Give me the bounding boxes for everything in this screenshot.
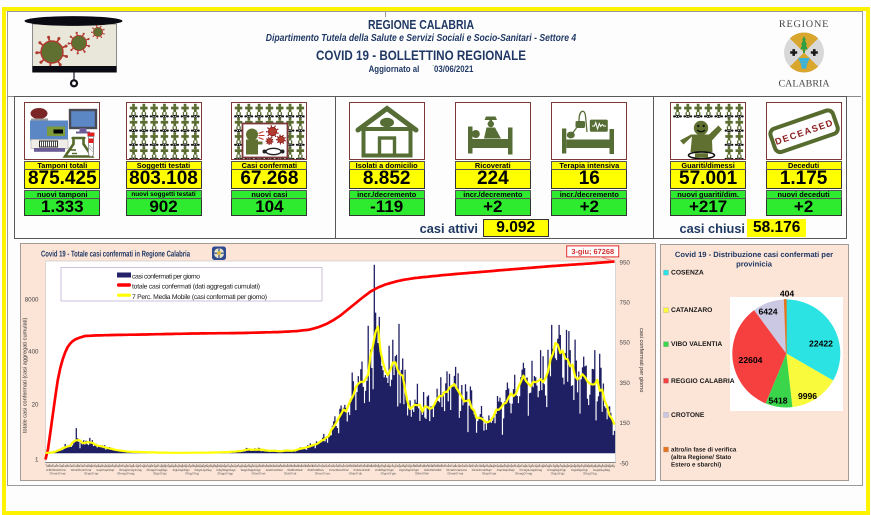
svg-text:8000: 8000 xyxy=(25,296,39,303)
svg-text:750: 750 xyxy=(620,299,631,306)
svg-text:Covid 19 - Distribuzione casi: Covid 19 - Distribuzione casi confermati… xyxy=(675,250,833,259)
svg-text:20: 20 xyxy=(32,402,39,409)
svg-text:400: 400 xyxy=(28,348,39,355)
svg-text:-50: -50 xyxy=(620,460,630,467)
svg-text:totale casi confermati (casi a: totale casi confermati (casi aggregati c… xyxy=(22,318,29,433)
svg-text:REGIONE: REGIONE xyxy=(779,19,829,30)
svg-text:5418: 5418 xyxy=(768,396,787,406)
svg-text:casi confermati per giorno: casi confermati per giorno xyxy=(638,328,645,392)
svg-text:CATANZARO: CATANZARO xyxy=(671,307,712,314)
svg-text:Estero e sbarchi): Estero e sbarchi) xyxy=(671,462,721,469)
svg-text:9996: 9996 xyxy=(798,391,817,401)
svg-text:Covid 19 - Totale casi conferm: Covid 19 - Totale casi confermati in Reg… xyxy=(41,249,190,259)
svg-text:(altra Regione/ Stato: (altra Regione/ Stato xyxy=(671,454,731,461)
svg-text:150: 150 xyxy=(620,420,631,427)
svg-text:950: 950 xyxy=(620,259,631,266)
svg-text:7 Perc. Media Mobile (casi con: 7 Perc. Media Mobile (casi confermati pe… xyxy=(132,294,267,301)
svg-text:22604: 22604 xyxy=(739,355,763,365)
svg-text:REGGIO CALABRIA: REGGIO CALABRIA xyxy=(671,378,735,385)
svg-text:provinicia: provinicia xyxy=(736,260,773,269)
svg-text:totale casi confermati (dati a: totale casi confermati (dati aggregati c… xyxy=(132,284,260,291)
svg-text:COSENZA: COSENZA xyxy=(671,270,704,277)
svg-text:6424: 6424 xyxy=(758,307,777,317)
svg-text:VIBO VALENTIA: VIBO VALENTIA xyxy=(671,341,722,348)
svg-text:03-mar 07-mar: 03-mar 07-mar 03-apr 07-apr 03-mag 07-ma… xyxy=(46,472,615,476)
svg-text:casi confermati per giorno: casi confermati per giorno xyxy=(132,273,200,280)
svg-text:CALABRIA: CALABRIA xyxy=(778,79,830,90)
svg-text:22422: 22422 xyxy=(809,339,833,349)
svg-text:3-giu; 67268: 3-giu; 67268 xyxy=(571,247,614,256)
svg-text:CROTONE: CROTONE xyxy=(671,412,705,419)
svg-text:altro/in fase di verifica: altro/in fase di verifica xyxy=(671,447,737,454)
svg-text:350: 350 xyxy=(620,380,631,387)
svg-text:404: 404 xyxy=(780,289,795,299)
svg-text:1: 1 xyxy=(35,457,39,464)
svg-text:550: 550 xyxy=(620,339,631,346)
